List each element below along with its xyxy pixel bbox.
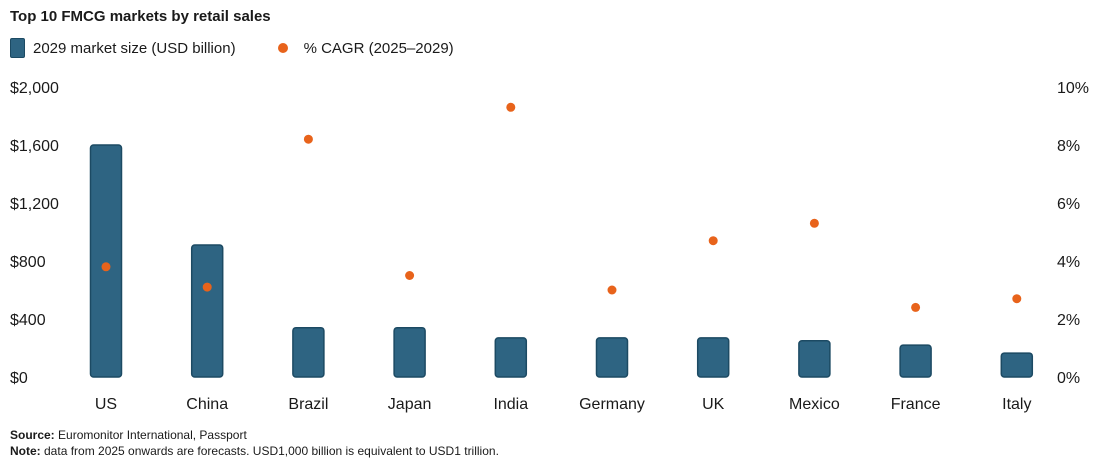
x-tick-label: Italy [1002, 396, 1031, 413]
x-tick-label: France [891, 396, 941, 413]
cagr-dot-china [202, 282, 212, 292]
y-right-tick-label: 2% [1057, 312, 1080, 329]
bar-italy [1000, 352, 1034, 378]
note-label: Note: [10, 444, 41, 458]
y-left-tick-label: $800 [10, 254, 46, 271]
y-right-tick-label: 10% [1057, 80, 1089, 97]
bar-germany [595, 337, 629, 378]
cagr-dot-germany [607, 285, 617, 295]
source-line: Source: Euromonitor International, Passp… [10, 427, 499, 443]
y-left-tick-label: $2,000 [10, 80, 59, 97]
footnotes: Source: Euromonitor International, Passp… [10, 427, 499, 459]
cagr-dot-mexico [809, 218, 819, 228]
y-right-tick-label: 4% [1057, 254, 1080, 271]
y-left-tick-label: $1,200 [10, 196, 59, 213]
chart-title: Top 10 FMCG markets by retail sales [10, 8, 271, 25]
x-tick-label: UK [702, 396, 725, 413]
note-text: data from 2025 onwards are forecasts. US… [40, 444, 499, 458]
note-line: Note: data from 2025 onwards are forecas… [10, 443, 499, 459]
bar-mexico [798, 340, 831, 378]
bar-france [899, 344, 932, 378]
bar-china [190, 244, 224, 378]
bar-us [89, 144, 123, 378]
legend-dot-swatch [277, 43, 288, 53]
y-right-tick-label: 6% [1057, 196, 1080, 213]
y-left-tick-label: $400 [10, 312, 46, 329]
bar-brazil [292, 326, 325, 378]
legend-item-market-size: 2029 market size (USD billion) [10, 38, 236, 58]
y-right-tick-label: 8% [1057, 138, 1080, 155]
x-tick-label: India [493, 396, 528, 413]
y-left-tick-label: $1,600 [10, 138, 59, 155]
x-tick-label: Germany [579, 396, 645, 413]
y-right-tick-label: 0% [1057, 370, 1080, 387]
x-tick-label: Mexico [789, 396, 840, 413]
cagr-dot-uk [708, 236, 718, 246]
cagr-dot-india [506, 102, 516, 112]
legend-item-cagr: % CAGR (2025–2029) [276, 40, 454, 57]
x-tick-label: Japan [388, 396, 432, 413]
source-text: Euromonitor International, Passport [54, 428, 247, 442]
bar-india [494, 337, 528, 378]
x-tick-label: US [95, 396, 117, 413]
cagr-dot-us [101, 262, 111, 272]
source-label: Source: [10, 428, 55, 442]
cagr-dot-italy [1012, 294, 1022, 304]
legend-label-market-size: 2029 market size (USD billion) [33, 39, 236, 57]
cagr-dot-japan [405, 271, 415, 280]
x-tick-label: China [186, 396, 228, 413]
y-left-tick-label: $0 [10, 370, 28, 387]
x-tick-label: Brazil [288, 396, 328, 413]
bar-uk [696, 337, 730, 378]
legend-label-cagr: % CAGR (2025–2029) [303, 39, 454, 57]
cagr-dot-france [911, 302, 921, 312]
bar-japan [393, 326, 426, 378]
legend-bar-swatch [10, 38, 25, 58]
legend: 2029 market size (USD billion) % CAGR (2… [10, 38, 494, 58]
cagr-dot-brazil [303, 134, 313, 144]
chart-plot: $0 $400 $800 $1,200 $1,600 $2,000 0% 2% 4% 6% 8% 10… [10, 80, 1089, 413]
